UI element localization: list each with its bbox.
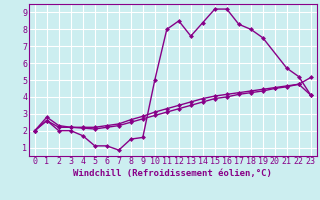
X-axis label: Windchill (Refroidissement éolien,°C): Windchill (Refroidissement éolien,°C): [73, 169, 272, 178]
